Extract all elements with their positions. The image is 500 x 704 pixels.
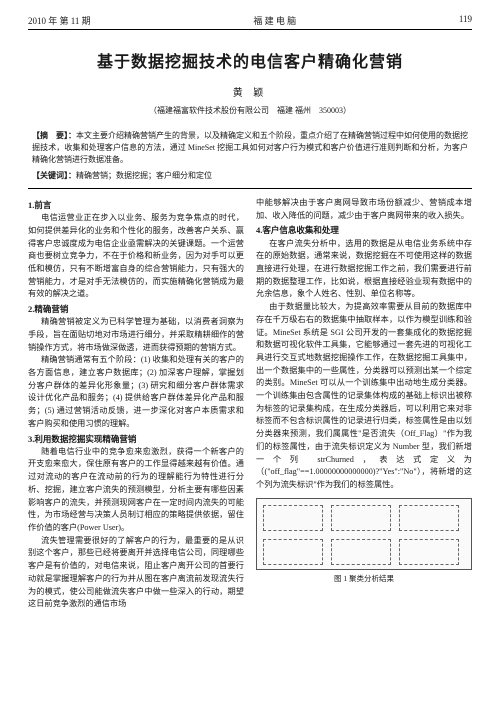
para-l1: 电信运营业正在步入以业务、服务为竞争焦点的时代，如何提供差异化的业务和个性化的服…	[28, 212, 244, 301]
heading-2: 2.精确营销	[28, 303, 244, 316]
para-r3: 由于数据量比较大，为提高效率需要从目前的数据库中存在千万级右右的数据集中抽取样本…	[256, 301, 472, 492]
abstract: 【摘 要】：本文主要介绍精确营销产生的背景，以及精确定义和五个阶段，重点介绍了在…	[28, 130, 472, 166]
para-l2: 精确营销被定义为已科学管理为基础，以消费者洞察为手段，旨在面贴切地对市场进行细分…	[28, 316, 244, 354]
abstract-label: 【摘 要】：	[32, 131, 76, 140]
para-r1: 中能够解决由于客户离网导致市场份额减少、营销成本增加、收入降低的问题，减少由于客…	[256, 197, 472, 222]
running-header: 2010 年 第 11 期 福 建 电 脑 119	[28, 14, 472, 30]
figure-1-caption: 图 1 聚类分析结果	[256, 573, 472, 585]
para-l4: 随着电信行业中的竞争愈来愈激烈，获得一个新客户的开支愈来愈大，保住原有客户的工作…	[28, 446, 244, 535]
body-columns: 1.前言 电信运营业正在步入以业务、服务为竞争焦点的时代，如何提供差异化的业务和…	[28, 197, 472, 611]
para-l3: 精确营销通常有五个阶段：(1) 收集和处理有关的客户的各方面信息，建立客户数据库…	[28, 354, 244, 430]
keywords: 【关键词】：精确营销；数据挖掘；客户细分和定位	[28, 170, 472, 189]
header-right: 119	[459, 14, 472, 27]
header-center: 福 建 电 脑	[253, 14, 296, 27]
figure-1	[256, 498, 472, 570]
right-column: 中能够解决由于客户离网导致市场份额减少、营销成本增加、收入降低的问题，减少由于客…	[256, 197, 472, 611]
keywords-text: 精确营销；数据挖掘；客户细分和定位	[76, 171, 212, 180]
abstract-text: 本文主要介绍精确营销产生的背景，以及精确定义和五个阶段，重点介绍了在精确营销过程…	[32, 131, 468, 164]
author-affiliation: （福建福富软件技术股份有限公司 福建 福州 350003）	[28, 105, 472, 116]
para-r2: 在客户流失分析中，选用的数据是从电信业务系统中存在的原始数据，通常来说，数据挖掘…	[256, 238, 472, 302]
header-left: 2010 年 第 11 期	[28, 14, 91, 27]
keywords-label: 【关键词】：	[32, 171, 76, 180]
heading-4: 4.客户信息收集和处理	[256, 224, 472, 237]
para-l5: 流失管理需要很好的了解客户的行为，最重要的是从识别这个客户，那些已经将要离开并选…	[28, 535, 244, 611]
left-column: 1.前言 电信运营业正在步入以业务、服务为竞争焦点的时代，如何提供差异化的业务和…	[28, 197, 244, 611]
page-root: 2010 年 第 11 期 福 建 电 脑 119 基于数据挖掘技术的电信客户精…	[0, 0, 500, 704]
author-name: 黄 颖	[28, 84, 472, 99]
heading-1: 1.前言	[28, 199, 244, 212]
heading-3: 3.利用数据挖掘实现精确营销	[28, 433, 244, 446]
paper-title: 基于数据挖掘技术的电信客户精确化营销	[28, 48, 472, 72]
